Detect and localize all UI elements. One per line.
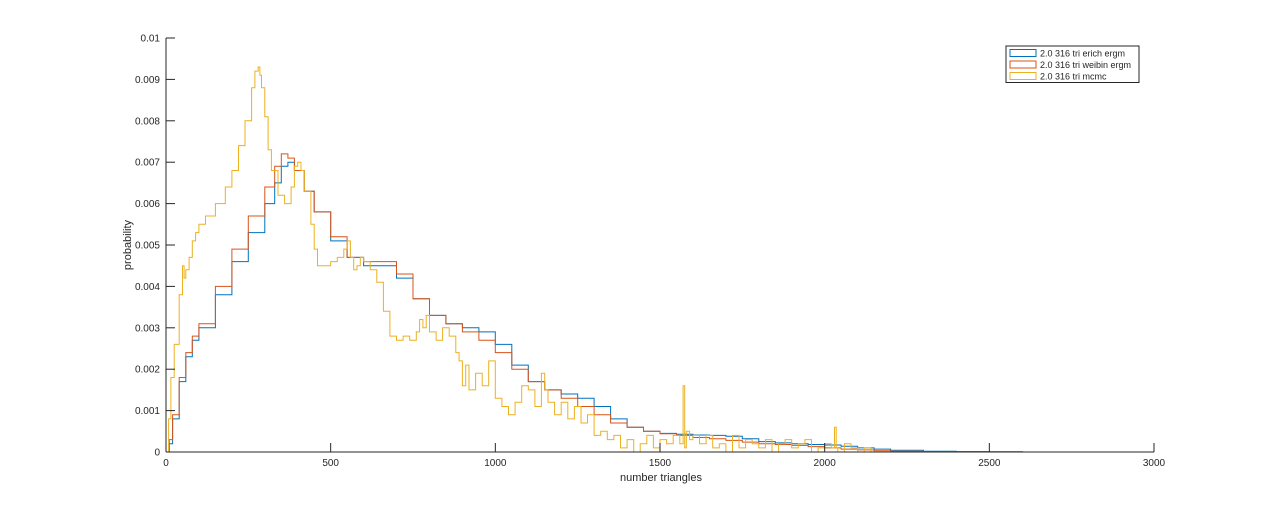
series-line-2 — [166, 153, 1023, 453]
x-tick-label: 3000 — [1143, 458, 1166, 469]
y-tick-label: 0.002 — [135, 365, 160, 376]
y-tick-label: 0.006 — [135, 199, 160, 210]
legend-entry-label: 2.0 316 tri erich ergm — [1040, 49, 1125, 59]
legend-swatch — [1009, 72, 1037, 80]
x-tick-label: 500 — [322, 458, 339, 469]
x-tick-label: 1500 — [649, 458, 672, 469]
x-tick-label: 0 — [163, 458, 169, 469]
x-tick-label: 2000 — [814, 458, 837, 469]
y-tick-label: 0.003 — [135, 323, 160, 334]
legend-swatch — [1009, 60, 1037, 69]
legend-swatch — [1009, 49, 1037, 57]
y-tick-label: 0.005 — [135, 241, 160, 252]
legend-entry-label: 2.0 316 tri weibin ergm — [1040, 60, 1131, 70]
axes-layer: 0 500 1000 1500 2000 2500 3000 0 0.001 0.002 0.003… — [135, 34, 1166, 470]
y-tick-label: 0.01 — [141, 34, 161, 45]
x-axis-label: number triangles — [620, 472, 702, 484]
x-tick-label: 2500 — [978, 458, 1001, 469]
y-tick-label: 0.001 — [135, 406, 160, 417]
y-tick-label: 0.008 — [135, 116, 160, 127]
y-tick-label: 0.004 — [135, 282, 160, 293]
y-axis-label: probability — [122, 219, 134, 270]
y-tick-label: 0 — [154, 448, 160, 459]
x-tick-label: 1000 — [484, 458, 507, 469]
y-tick-label: 0.009 — [135, 75, 160, 86]
series-layer — [166, 66, 1023, 453]
y-tick-label: 0.007 — [135, 158, 160, 169]
series-line-3 — [166, 66, 878, 453]
legend-entry-label: 2.0 316 tri mcmc — [1040, 72, 1107, 82]
